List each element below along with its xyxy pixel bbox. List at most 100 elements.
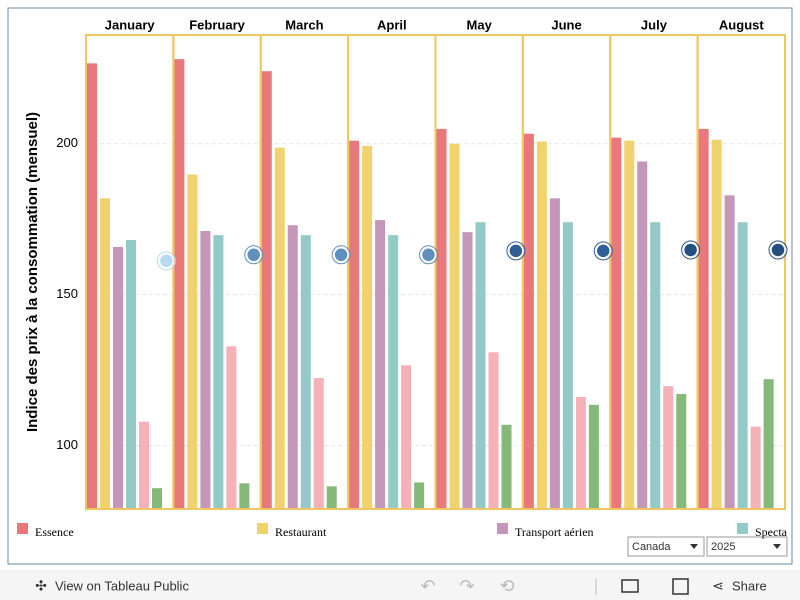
bar (87, 63, 97, 510)
bar (549, 198, 560, 510)
bar (174, 59, 185, 510)
bar (698, 128, 709, 509)
bar (126, 239, 136, 510)
bar (501, 424, 512, 509)
marker (508, 243, 524, 259)
marker-ring (331, 245, 351, 265)
marker-ring (156, 251, 176, 271)
marker-ring (244, 245, 264, 265)
bar (388, 235, 399, 510)
bar (575, 396, 586, 509)
bar (239, 483, 250, 509)
month-header: March (285, 17, 323, 32)
y-tick-label: 100 (56, 437, 78, 452)
bar (349, 140, 360, 509)
bar (100, 198, 110, 510)
marker (333, 247, 349, 263)
bar (187, 174, 198, 510)
filter-box[interactable] (627, 536, 705, 557)
bar (611, 137, 622, 509)
filters: Canada 2025 (627, 536, 788, 557)
bar (663, 386, 674, 509)
legend-label: Essence (35, 525, 74, 539)
bar (152, 488, 162, 509)
bar (536, 141, 547, 509)
bar (588, 404, 599, 509)
bar (488, 352, 499, 509)
view-link[interactable]: View on Tableau Public (55, 578, 189, 593)
bar (724, 195, 735, 510)
download-icon[interactable] (621, 579, 639, 593)
legend-swatch (17, 523, 28, 534)
legend-label: Specta (755, 525, 788, 539)
redo-icon[interactable]: ↷ (459, 576, 474, 596)
bar (414, 482, 425, 509)
bar (226, 346, 237, 509)
month-header: February (189, 17, 245, 32)
marker-ring (593, 241, 613, 261)
dropdown-icon (773, 544, 781, 549)
bar (523, 133, 534, 509)
bar (676, 393, 687, 509)
y-tick-label: 200 (56, 135, 78, 150)
fullscreen-icon[interactable] (672, 578, 689, 595)
bar (637, 161, 648, 509)
month-header: May (467, 17, 493, 32)
month-header: August (719, 17, 764, 32)
bar (475, 222, 486, 510)
bar (287, 225, 298, 509)
tableau-icon: ✣ (35, 578, 47, 594)
bar (737, 222, 748, 510)
share-icon: ⋖ (712, 578, 724, 594)
legend-swatch (257, 523, 268, 534)
marker (420, 247, 437, 263)
bar (401, 365, 412, 509)
month-header: January (105, 17, 156, 32)
bar (436, 128, 447, 509)
bar (113, 246, 123, 509)
month-header: July (641, 17, 668, 32)
toolbar-bg (0, 570, 800, 600)
legend-swatch (497, 523, 508, 534)
dropdown-icon (690, 544, 698, 549)
bar (462, 232, 473, 509)
bar (375, 220, 386, 509)
revert-icon[interactable]: ⟲ (499, 576, 514, 596)
legend-label: Transport aérien (515, 525, 594, 539)
filter-value: 2025 (711, 541, 735, 553)
bar (562, 222, 573, 510)
marker-ring (768, 240, 788, 260)
y-axis-label: Indice des prix à la consommation (mensu… (24, 112, 41, 432)
bar (750, 426, 761, 509)
undo-icon[interactable]: ↶ (420, 576, 435, 596)
marker (595, 243, 611, 259)
bar (624, 140, 635, 509)
marker-ring (419, 245, 438, 265)
bar (362, 145, 373, 509)
bar (261, 71, 272, 509)
filter-box[interactable] (706, 536, 788, 557)
filter-value: Canada (632, 541, 671, 553)
marker (682, 242, 699, 258)
bar (650, 222, 661, 510)
bar (711, 139, 722, 509)
bar (274, 147, 285, 509)
bar (300, 235, 311, 510)
toolbar: ✣ View on Tableau Public ↶ ↷ ⟲ ⋖ Share (0, 570, 800, 600)
bar (200, 230, 211, 509)
viz-frame (7, 7, 793, 565)
marker (158, 253, 175, 269)
month-panel (696, 34, 786, 510)
share-button[interactable]: Share (732, 578, 767, 593)
month-header: June (551, 17, 581, 32)
marker-ring (506, 241, 526, 261)
bar (139, 421, 149, 509)
bar (213, 235, 224, 510)
marker-ring (681, 240, 701, 260)
bar (313, 377, 324, 509)
legend-label: Restaurant (275, 525, 327, 539)
legend-swatch (737, 523, 748, 534)
bar (763, 379, 774, 509)
